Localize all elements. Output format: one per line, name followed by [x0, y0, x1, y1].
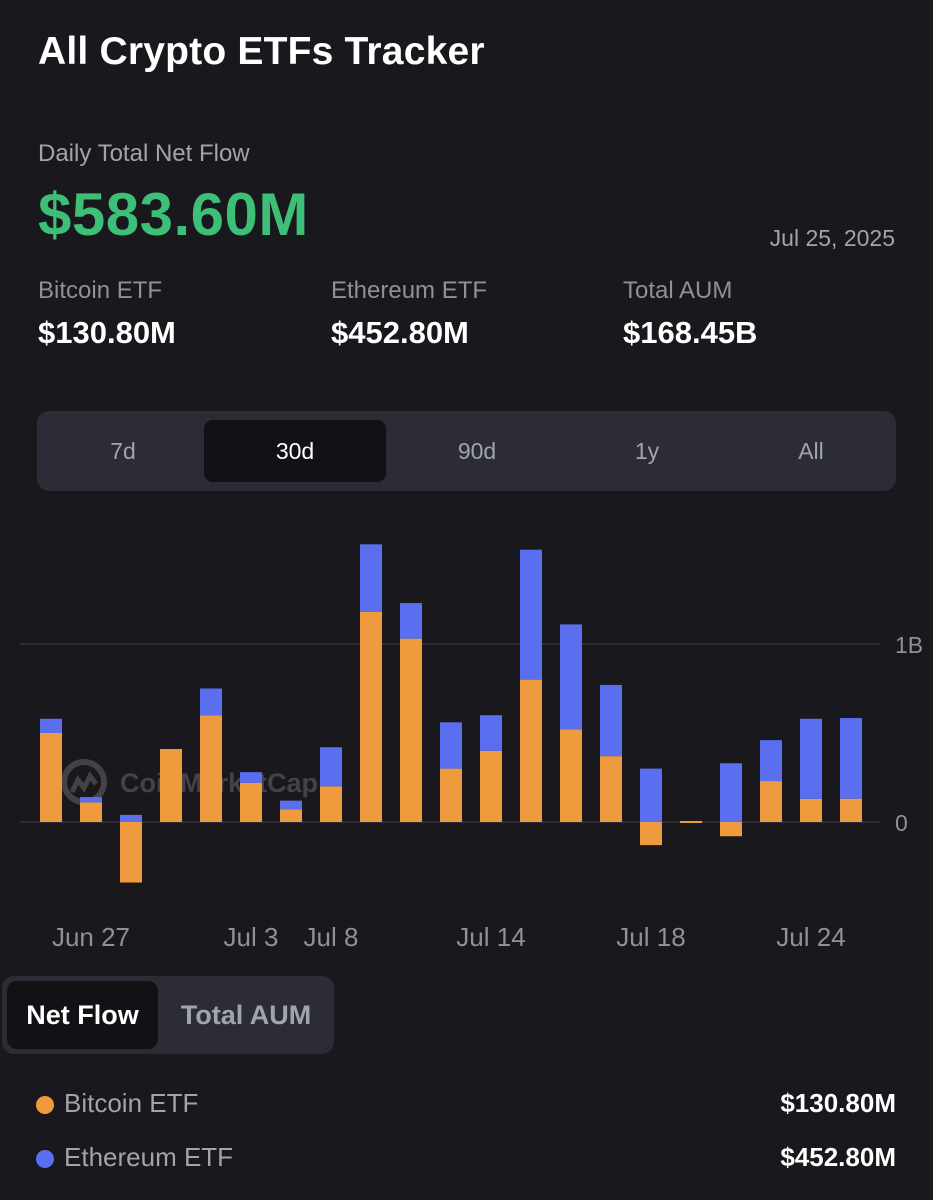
bitcoin-bar-jul-7: [280, 809, 302, 822]
legend-name: Bitcoin ETF: [64, 1088, 199, 1118]
legend-item-ethereum: Ethereum ETF $452.80M: [36, 1138, 896, 1178]
y-axis-ticks: 0 1B: [895, 632, 923, 836]
coinmarketcap-logo-mark: [69, 771, 98, 794]
ethereum-bar-jul-15: [520, 549, 542, 680]
net-flow-value: $583.60M: [38, 181, 309, 248]
ethereum-bar-jun-27: [80, 797, 102, 803]
range-tab-90d[interactable]: 90d: [457, 438, 497, 464]
bar-series: [40, 544, 862, 883]
coinmarketcap-logo-icon: [61, 759, 107, 805]
ethereum-bar-jul-18: [640, 768, 662, 822]
stat-value: $130.80M: [38, 315, 176, 350]
ethereum-bar-jul-7: [280, 800, 302, 810]
range-tab-7d[interactable]: 7d: [110, 438, 136, 464]
total-aum-stat: Total AUM $168.45B: [623, 277, 757, 351]
ethereum-bar-jul-3: [240, 772, 262, 783]
bitcoin-bar-jul-3: [240, 782, 262, 822]
ethereum-bar-jul-11: [440, 722, 462, 769]
ethereum-dot-icon: [36, 1150, 54, 1168]
total-aum-toggle[interactable]: Total AUM: [180, 1000, 312, 1030]
bitcoin-bar-jul-23: [760, 781, 782, 822]
ethereum-bar-jul-24: [800, 718, 822, 799]
stat-label: Bitcoin ETF: [38, 277, 163, 304]
range-tab-30d[interactable]: 30d: [204, 420, 386, 482]
legend-item-bitcoin: Bitcoin ETF $130.80M: [36, 1084, 896, 1124]
x-tick-label: Jul 24: [776, 922, 845, 952]
page-title: All Crypto ETFs Tracker: [38, 30, 485, 73]
bitcoin-bar-jul-9: [360, 611, 382, 822]
ethereum-etf-stat: Ethereum ETF $452.80M: [331, 277, 487, 351]
net-flow-date: Jul 25, 2025: [769, 225, 895, 251]
bitcoin-bar-jul-22: [720, 822, 742, 837]
stat-value: $168.45B: [623, 315, 758, 350]
net-flow-label: Daily Total Net Flow: [38, 140, 250, 167]
net-flow-toggle[interactable]: Net Flow: [7, 981, 158, 1049]
bitcoin-bar-jul-25: [840, 798, 862, 822]
legend-name: Ethereum ETF: [64, 1142, 234, 1172]
stat-label: Total AUM: [623, 277, 733, 304]
bitcoin-bar-jul-15: [520, 679, 542, 822]
x-axis-ticks: Jun 27 Jul 3 Jul 8 Jul 14 Jul 18 Jul 24: [52, 922, 846, 952]
bitcoin-bar-jun-26: [40, 733, 62, 822]
bitcoin-bar-jul-1: [160, 749, 182, 822]
stat-value: $452.80M: [331, 315, 469, 350]
bitcoin-bar-jul-17: [600, 756, 622, 822]
x-tick-label: Jul 3: [224, 922, 279, 952]
y-tick-label: 1B: [895, 632, 923, 658]
ethereum-bar-jul-22: [720, 763, 742, 822]
ethereum-bar-jul-10: [400, 603, 422, 639]
bitcoin-bar-jul-10: [400, 638, 422, 822]
bitcoin-bar-jul-14: [480, 750, 502, 822]
bitcoin-bar-jun-27: [80, 802, 102, 822]
x-tick-label: Jul 8: [304, 922, 359, 952]
legend-value: $130.80M: [780, 1088, 896, 1118]
ethereum-bar-jul-23: [760, 740, 782, 782]
bitcoin-bar-jul-8: [320, 786, 342, 822]
legend-value: $452.80M: [780, 1142, 896, 1172]
stat-label: Ethereum ETF: [331, 277, 488, 304]
ethereum-bar-jul-2: [200, 688, 222, 716]
bitcoin-bar-jul-18: [640, 822, 662, 846]
time-range-selector: 7d 30d 90d 1y All: [37, 411, 896, 491]
bitcoin-dot-icon: [36, 1096, 54, 1114]
bitcoin-bar-jul-24: [800, 798, 822, 822]
ethereum-bar-jul-16: [560, 624, 582, 730]
bitcoin-bar-jul-11: [440, 768, 462, 822]
watermark: CoinMarketCap: [61, 759, 318, 805]
bitcoin-bar-jul-21: [680, 821, 702, 823]
bitcoin-etf-stat: Bitcoin ETF $130.80M: [38, 277, 176, 351]
ethereum-bar-jul-9: [360, 544, 382, 612]
x-tick-label: Jun 27: [52, 922, 130, 952]
ethereum-bar-jul-8: [320, 747, 342, 787]
chart-view-toggle: Net Flow Total AUM: [2, 976, 334, 1054]
range-tab-all[interactable]: All: [798, 438, 824, 464]
ethereum-bar-jun-30: [120, 814, 142, 822]
x-tick-label: Jul 18: [616, 922, 685, 952]
x-tick-label: Jul 14: [456, 922, 525, 952]
bitcoin-bar-jul-16: [560, 729, 582, 822]
ethereum-bar-jul-14: [480, 715, 502, 751]
ethereum-bar-jul-25: [840, 718, 862, 799]
ethereum-bar-jun-26: [40, 718, 62, 733]
net-flow-chart: CoinMarketCap 0 1B Jun 27 Jul 3 Jul 8 Jul 14…: [20, 544, 923, 952]
bitcoin-bar-jul-2: [200, 715, 222, 822]
bitcoin-bar-jun-30: [120, 822, 142, 883]
y-tick-label: 0: [895, 810, 908, 836]
ethereum-bar-jul-17: [600, 684, 622, 757]
range-tab-1y[interactable]: 1y: [634, 438, 660, 464]
